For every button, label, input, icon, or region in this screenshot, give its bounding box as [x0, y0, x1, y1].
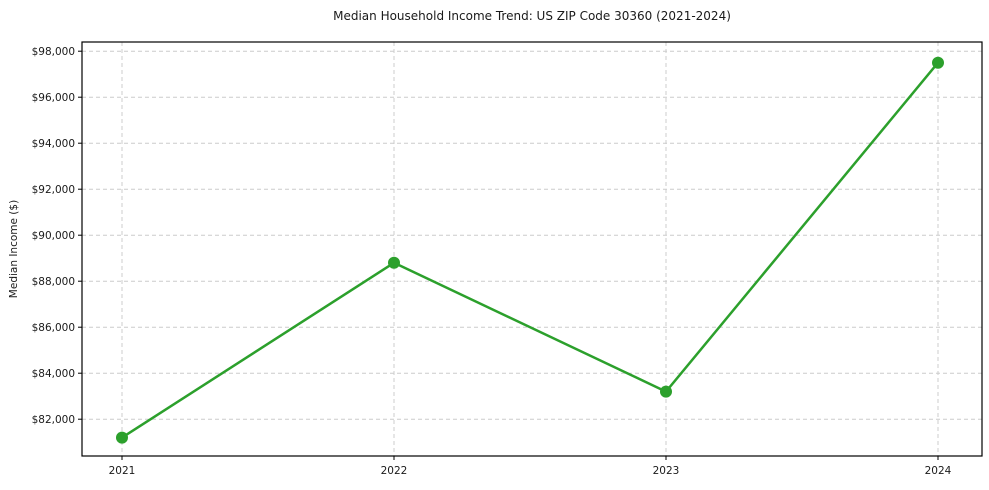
x-tick-label: 2024: [925, 465, 952, 477]
x-tick-label: 2022: [381, 465, 408, 477]
y-tick-label: $98,000: [32, 46, 75, 58]
y-tick-label: $84,000: [32, 368, 75, 380]
x-tick-label: 2023: [653, 465, 680, 477]
y-tick-label: $88,000: [32, 276, 75, 288]
data-point-marker: [388, 256, 400, 269]
trend-line: [120, 61, 940, 439]
y-tick-label: $90,000: [32, 230, 75, 242]
y-tick-label: $92,000: [32, 184, 75, 196]
data-point-marker: [932, 56, 944, 69]
axes-frame: [81, 41, 983, 457]
chart-title: Median Household Income Trend: US ZIP Co…: [333, 9, 731, 23]
data-point-marker: [660, 385, 672, 398]
y-tick-label: $86,000: [32, 322, 75, 334]
x-tick-label: 2021: [109, 465, 136, 477]
data-point-marker: [116, 431, 128, 444]
y-tick-label: $94,000: [32, 138, 75, 150]
y-tick-label: $96,000: [32, 92, 75, 104]
y-tick-label: $82,000: [32, 414, 75, 426]
